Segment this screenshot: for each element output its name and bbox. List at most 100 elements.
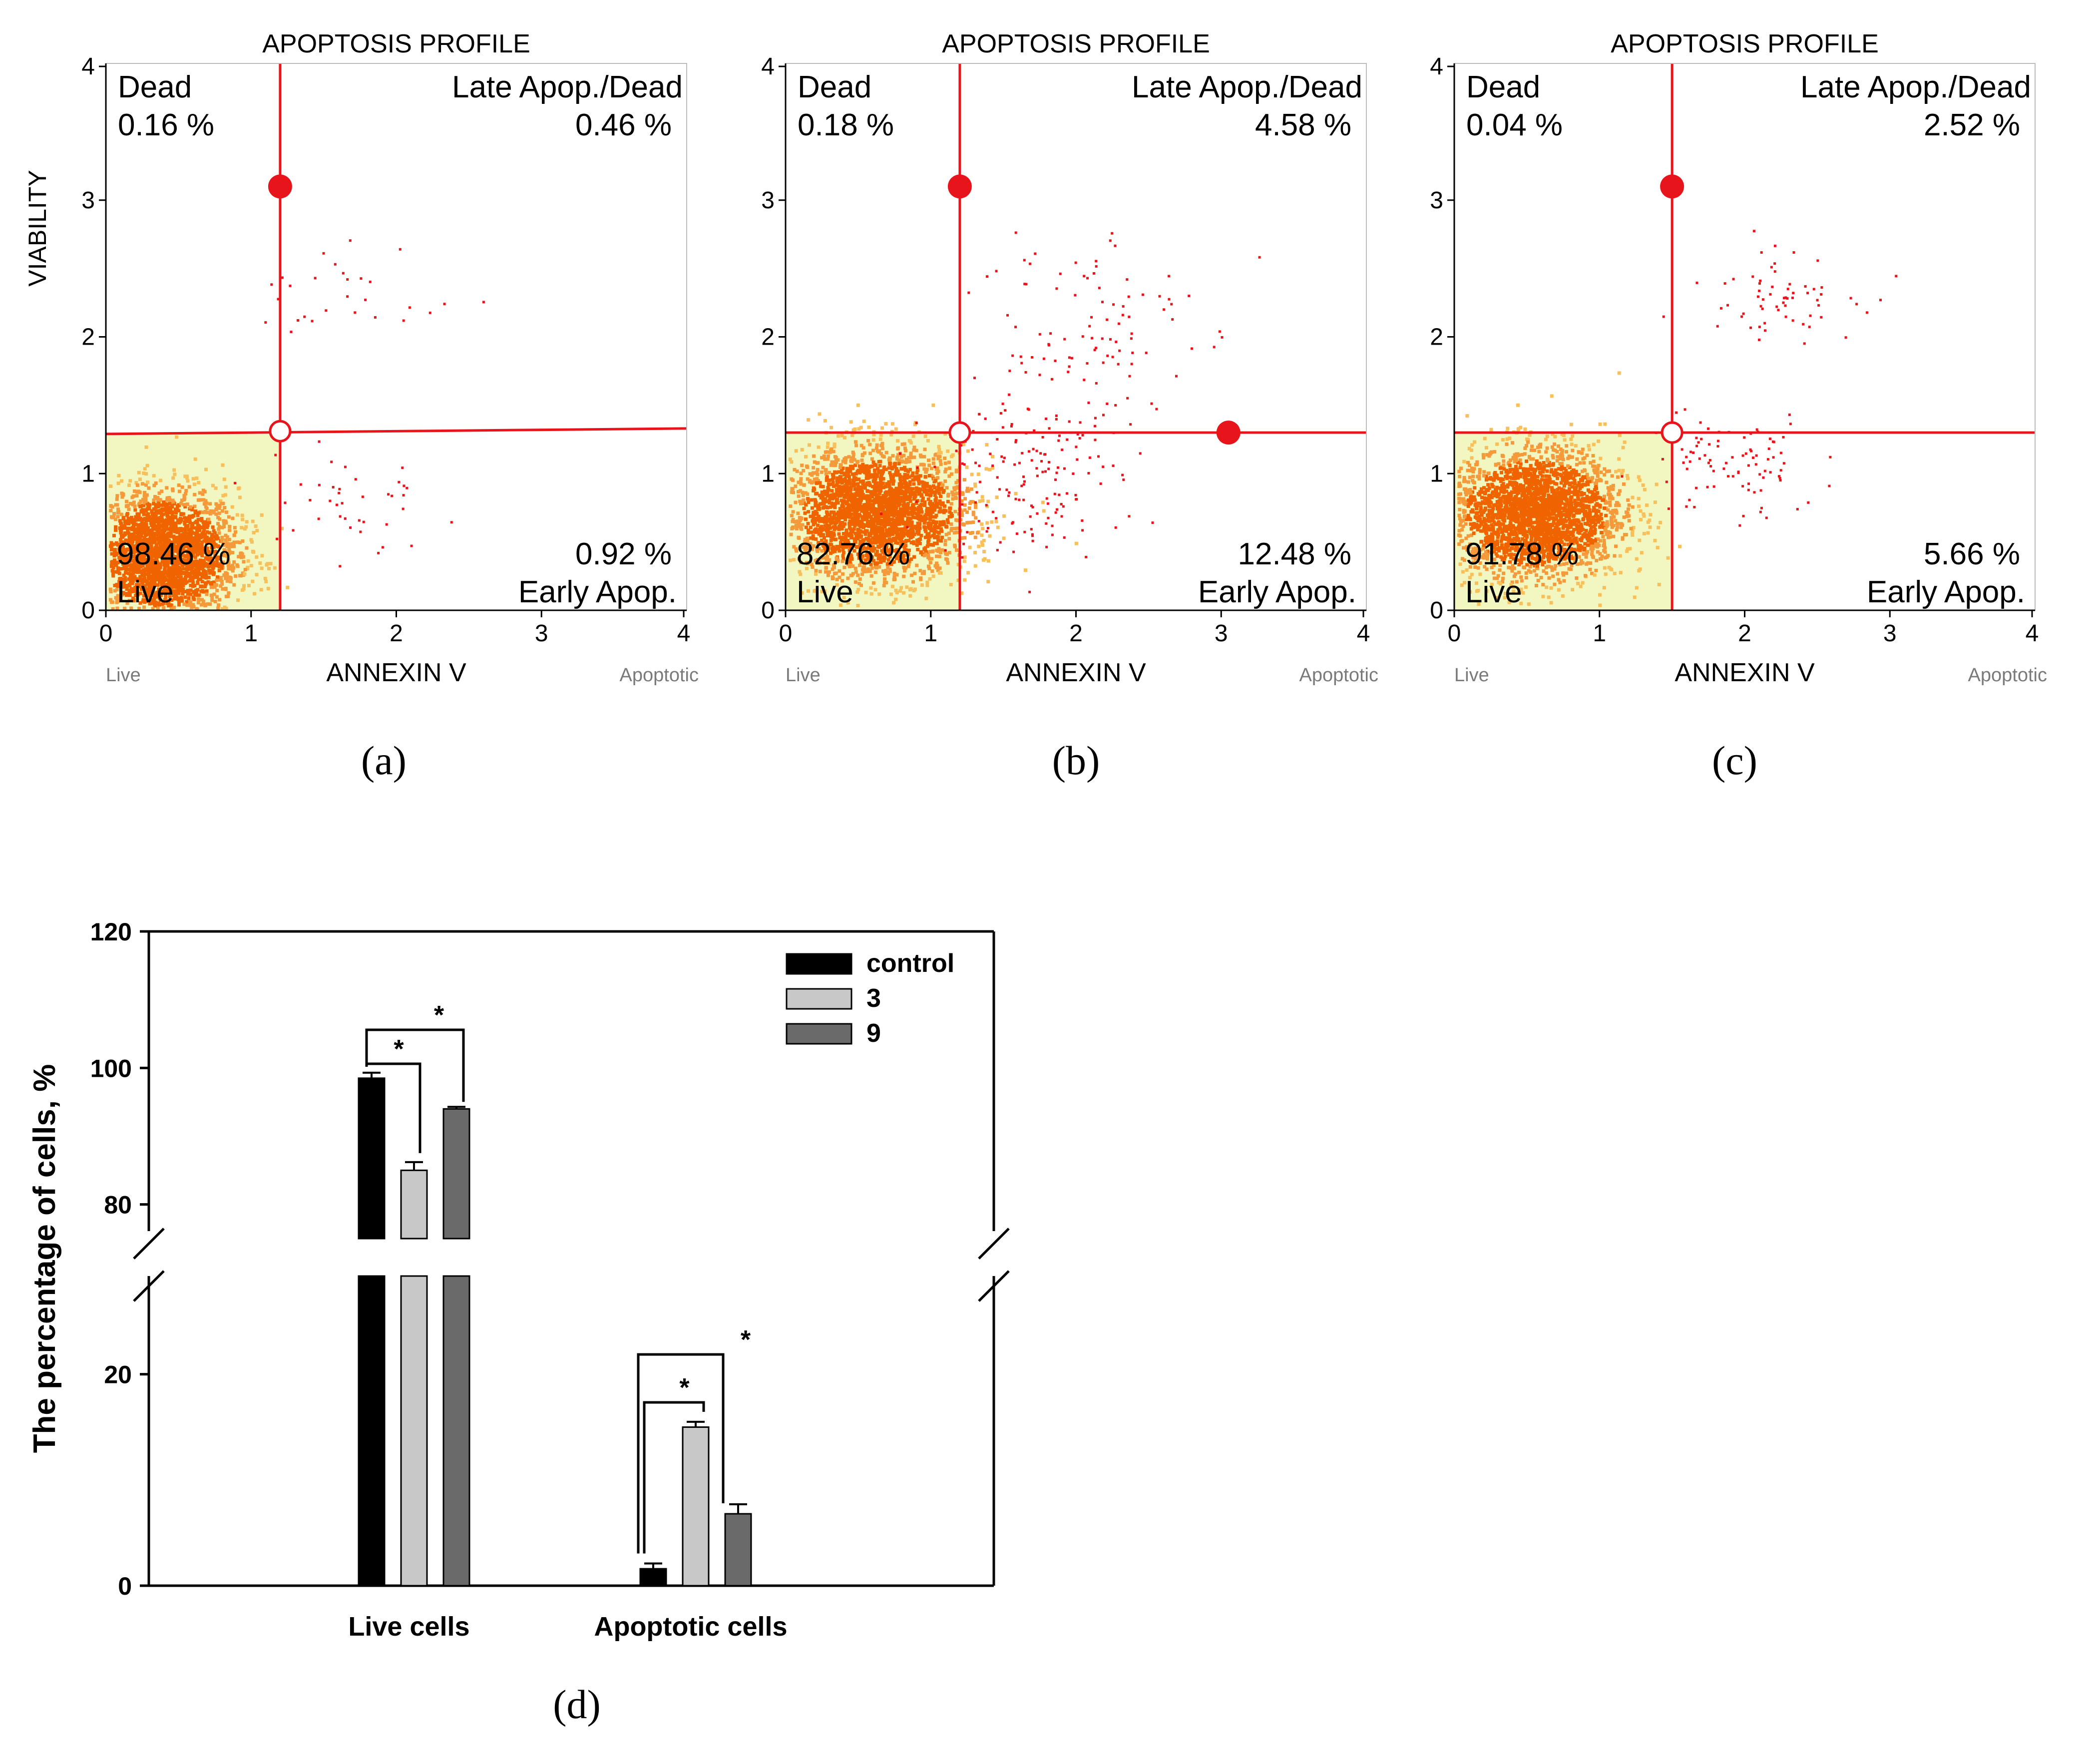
event-dot bbox=[145, 493, 149, 497]
event-dot bbox=[859, 523, 862, 526]
event-dot bbox=[913, 533, 916, 536]
event-dot bbox=[878, 464, 882, 467]
event-dot bbox=[880, 512, 882, 515]
event-dot bbox=[189, 578, 192, 581]
event-dot bbox=[165, 523, 168, 527]
event-dot bbox=[112, 512, 116, 515]
event-dot bbox=[186, 525, 189, 528]
event-dot bbox=[825, 472, 828, 475]
event-dot bbox=[382, 546, 384, 548]
event-dot bbox=[225, 595, 228, 598]
event-dot bbox=[196, 580, 199, 584]
event-dot bbox=[919, 534, 923, 537]
event-dot bbox=[115, 497, 119, 501]
event-dot bbox=[986, 580, 990, 583]
event-dot bbox=[858, 577, 862, 581]
event-dot bbox=[189, 505, 192, 509]
event-dot bbox=[831, 478, 835, 481]
event-dot bbox=[857, 427, 860, 431]
event-dot bbox=[879, 437, 882, 441]
event-dot bbox=[945, 558, 949, 561]
event-dot bbox=[859, 487, 863, 490]
event-dot bbox=[792, 558, 796, 561]
event-dot bbox=[895, 457, 899, 461]
event-dot bbox=[928, 507, 931, 510]
event-dot bbox=[150, 529, 153, 533]
event-dot bbox=[144, 499, 148, 503]
event-dot bbox=[849, 459, 852, 463]
event-dot bbox=[203, 502, 206, 505]
y-tick-label: 3 bbox=[81, 187, 95, 214]
event-dot bbox=[1075, 542, 1078, 545]
event-dot bbox=[899, 467, 903, 470]
event-dot bbox=[1044, 470, 1047, 473]
event-dot bbox=[1024, 568, 1027, 572]
event-dot bbox=[318, 484, 321, 486]
event-dot bbox=[1014, 492, 1017, 495]
event-dot bbox=[224, 485, 228, 489]
event-dot bbox=[935, 554, 938, 558]
event-dot bbox=[835, 483, 839, 487]
event-dot bbox=[988, 468, 991, 471]
event-dot bbox=[881, 481, 885, 485]
event-dot bbox=[830, 489, 834, 492]
event-dot bbox=[242, 560, 245, 563]
event-dot bbox=[216, 522, 220, 525]
event-dot bbox=[939, 494, 942, 498]
event-dot bbox=[878, 460, 882, 463]
event-dot bbox=[221, 463, 224, 467]
event-dot bbox=[360, 277, 362, 280]
event-dot bbox=[853, 458, 856, 461]
event-dot bbox=[826, 511, 829, 515]
event-dot bbox=[1066, 492, 1068, 495]
event-dot bbox=[894, 512, 897, 516]
event-dot bbox=[874, 512, 878, 516]
event-dot bbox=[260, 588, 263, 591]
event-dot bbox=[859, 465, 862, 468]
event-dot bbox=[891, 585, 894, 588]
event-dot bbox=[931, 534, 934, 537]
event-dot bbox=[895, 473, 899, 477]
event-dot bbox=[114, 528, 117, 532]
event-dot bbox=[931, 404, 935, 407]
event-dot bbox=[953, 510, 957, 513]
event-dot bbox=[130, 495, 134, 499]
event-dot bbox=[193, 526, 196, 529]
event-dot bbox=[160, 516, 164, 520]
event-dot bbox=[164, 502, 168, 506]
event-dot bbox=[886, 506, 890, 510]
event-dot bbox=[826, 457, 830, 461]
event-dot bbox=[821, 490, 824, 494]
event-dot bbox=[936, 466, 939, 470]
event-dot bbox=[961, 556, 963, 559]
event-dot bbox=[944, 467, 948, 471]
event-dot bbox=[902, 507, 906, 510]
event-dot bbox=[837, 515, 840, 519]
event-dot bbox=[877, 592, 881, 596]
quadrant-late-name: Late Apop./Dead bbox=[452, 70, 683, 104]
event-dot bbox=[893, 577, 896, 581]
event-dot bbox=[867, 426, 870, 429]
event-dot bbox=[909, 506, 913, 510]
event-dot bbox=[845, 485, 849, 489]
event-dot bbox=[854, 440, 857, 443]
event-dot bbox=[208, 531, 211, 534]
event-dot bbox=[923, 447, 926, 451]
event-dot bbox=[871, 448, 875, 452]
event-dot bbox=[930, 466, 933, 470]
event-dot bbox=[846, 473, 850, 476]
event-dot bbox=[955, 526, 959, 530]
event-dot bbox=[982, 539, 986, 542]
event-dot bbox=[111, 542, 115, 546]
event-dot bbox=[881, 446, 884, 450]
event-dot bbox=[929, 543, 932, 546]
event-dot bbox=[872, 473, 875, 477]
event-dot bbox=[133, 523, 136, 526]
event-dot bbox=[187, 596, 190, 600]
event-dot bbox=[1008, 491, 1010, 494]
event-dot bbox=[202, 488, 205, 492]
quadrant-dead-pct: 0.16 % bbox=[118, 108, 214, 142]
event-dot bbox=[985, 504, 988, 506]
event-dot bbox=[201, 510, 205, 514]
event-dot bbox=[274, 454, 277, 456]
